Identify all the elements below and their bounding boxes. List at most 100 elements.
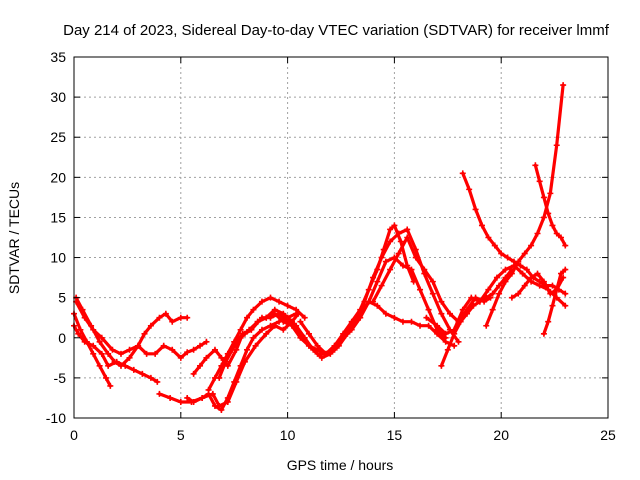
data-point — [284, 314, 291, 321]
series-arc-7 — [190, 310, 291, 377]
data-point — [224, 394, 231, 401]
data-point — [483, 322, 490, 329]
data-point — [438, 362, 445, 369]
data-point — [370, 274, 377, 281]
data-point — [280, 326, 287, 333]
series-arc-4 — [73, 298, 210, 361]
data-point — [404, 226, 411, 233]
data-point — [139, 370, 146, 377]
data-point — [545, 318, 552, 325]
x-tick-label: 15 — [387, 427, 403, 443]
series-arc-15 — [438, 266, 515, 369]
data-point — [75, 330, 82, 337]
y-tick-label: -5 — [54, 370, 67, 386]
series-line — [157, 312, 300, 408]
data-point — [459, 306, 466, 313]
x-tick-label: 20 — [493, 427, 509, 443]
data-point — [107, 382, 114, 389]
series-line — [185, 312, 298, 412]
data-point — [549, 302, 556, 309]
y-tick-label: -10 — [46, 410, 66, 426]
data-point — [521, 250, 528, 257]
data-point — [496, 282, 503, 289]
data-point — [98, 334, 105, 341]
data-point — [425, 306, 432, 313]
data-point — [399, 318, 406, 325]
data-point — [478, 222, 485, 229]
series-arc-12 — [297, 298, 458, 357]
data-point — [470, 302, 477, 309]
data-point — [423, 314, 430, 321]
data-point — [263, 314, 270, 321]
chart-title: Day 214 of 2023, Sidereal Day-to-day VTE… — [63, 22, 610, 39]
series-layer — [71, 82, 569, 413]
data-point — [387, 238, 394, 245]
series-arc-16 — [459, 170, 569, 297]
data-point — [237, 362, 244, 369]
data-point — [197, 342, 204, 349]
data-point — [284, 302, 291, 309]
data-point — [109, 346, 116, 353]
data-point — [122, 362, 129, 369]
series-arc-17 — [483, 82, 567, 329]
data-point — [442, 330, 449, 337]
data-point — [301, 314, 308, 321]
data-point — [549, 222, 556, 229]
y-tick-label: 35 — [50, 49, 66, 65]
data-point — [203, 354, 210, 361]
data-point — [348, 322, 355, 329]
data-point — [280, 318, 287, 325]
data-point — [397, 238, 404, 245]
data-point — [562, 266, 569, 273]
data-point — [553, 286, 560, 293]
data-point — [540, 278, 547, 285]
data-point — [382, 310, 389, 317]
data-point — [244, 314, 251, 321]
data-point — [318, 354, 325, 361]
data-point — [404, 234, 411, 241]
data-point — [560, 82, 567, 89]
data-point — [517, 262, 524, 269]
data-point — [421, 266, 428, 273]
data-point — [451, 342, 458, 349]
data-point — [429, 290, 436, 297]
data-point — [429, 278, 436, 285]
data-point — [370, 298, 377, 305]
data-point — [496, 290, 503, 297]
data-point — [391, 222, 398, 229]
data-point — [442, 338, 449, 345]
data-point — [252, 342, 259, 349]
y-tick-label: 30 — [50, 89, 66, 105]
data-point — [258, 298, 265, 305]
data-point — [519, 270, 526, 277]
data-point — [246, 326, 253, 333]
data-point — [553, 230, 560, 237]
data-point — [135, 342, 142, 349]
data-point — [536, 178, 543, 185]
data-point — [553, 142, 560, 149]
data-point — [562, 242, 569, 249]
data-point — [395, 230, 402, 237]
data-point — [489, 290, 496, 297]
data-point — [417, 322, 424, 329]
series-arc-20 — [540, 266, 569, 337]
series-arc-3 — [71, 322, 161, 385]
data-point — [468, 294, 475, 301]
data-point — [81, 338, 88, 345]
data-point — [237, 334, 244, 341]
data-point — [211, 402, 218, 409]
data-point — [425, 322, 432, 329]
data-point — [331, 346, 338, 353]
y-tick-label: 10 — [50, 250, 66, 266]
data-point — [190, 370, 197, 377]
data-point — [152, 350, 159, 357]
data-point — [90, 326, 97, 333]
data-point — [547, 190, 554, 197]
data-point — [293, 322, 300, 329]
data-point — [457, 318, 464, 325]
data-point — [96, 362, 103, 369]
data-point — [90, 342, 97, 349]
data-point — [216, 374, 223, 381]
data-point — [387, 226, 394, 233]
